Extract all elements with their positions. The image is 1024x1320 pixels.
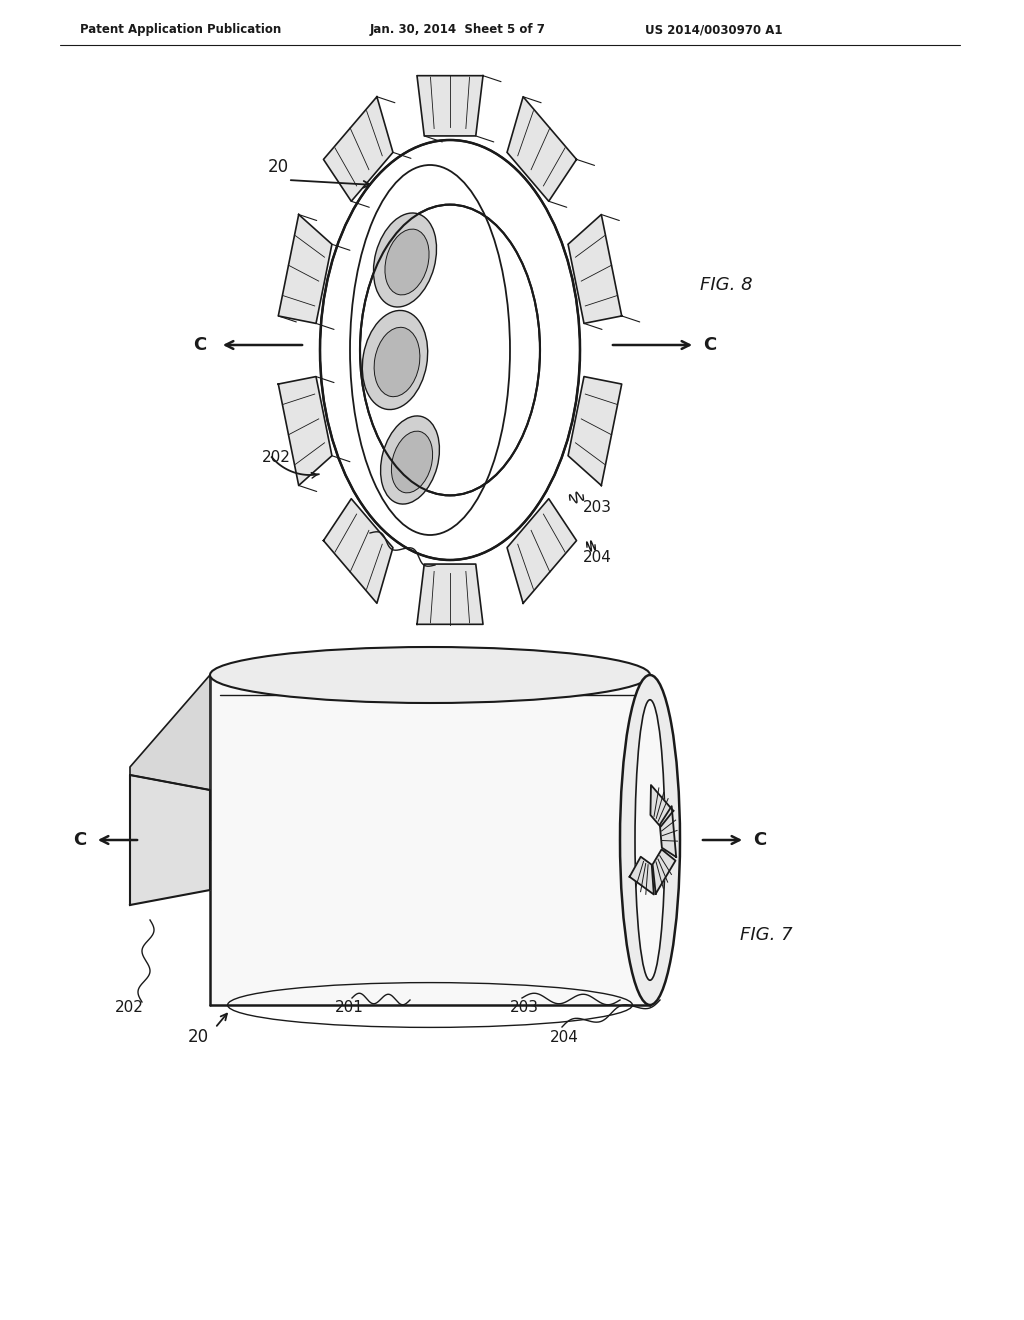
- Text: 202: 202: [115, 1001, 144, 1015]
- Ellipse shape: [374, 213, 436, 308]
- Text: FIG. 8: FIG. 8: [700, 276, 753, 294]
- Polygon shape: [417, 564, 483, 624]
- Ellipse shape: [385, 230, 429, 294]
- FancyBboxPatch shape: [210, 675, 650, 1005]
- Text: 20: 20: [268, 158, 289, 176]
- Polygon shape: [568, 215, 622, 323]
- Ellipse shape: [210, 647, 650, 704]
- Polygon shape: [630, 857, 654, 895]
- Text: 204: 204: [550, 1030, 579, 1045]
- Polygon shape: [324, 499, 393, 603]
- Polygon shape: [130, 675, 210, 789]
- Polygon shape: [568, 376, 622, 486]
- Ellipse shape: [362, 310, 428, 409]
- Polygon shape: [507, 499, 577, 603]
- Text: C: C: [74, 832, 87, 849]
- Ellipse shape: [360, 205, 540, 495]
- Ellipse shape: [620, 675, 680, 1005]
- Polygon shape: [659, 807, 676, 857]
- Text: FIG. 7: FIG. 7: [740, 927, 793, 944]
- Text: 20: 20: [188, 1028, 209, 1045]
- Text: C: C: [703, 337, 717, 354]
- Polygon shape: [324, 96, 393, 201]
- Ellipse shape: [635, 700, 665, 981]
- Text: 201: 201: [335, 1001, 364, 1015]
- Ellipse shape: [381, 416, 439, 504]
- Text: 203: 203: [583, 500, 612, 515]
- Ellipse shape: [319, 140, 580, 560]
- Text: US 2014/0030970 A1: US 2014/0030970 A1: [645, 24, 782, 37]
- Polygon shape: [650, 785, 674, 826]
- Text: 203: 203: [510, 1001, 539, 1015]
- Polygon shape: [507, 96, 577, 201]
- Polygon shape: [417, 75, 483, 136]
- Ellipse shape: [391, 432, 432, 492]
- Polygon shape: [279, 215, 332, 323]
- Text: Jan. 30, 2014  Sheet 5 of 7: Jan. 30, 2014 Sheet 5 of 7: [370, 24, 546, 37]
- Ellipse shape: [350, 165, 510, 535]
- Text: C: C: [194, 337, 207, 354]
- Ellipse shape: [374, 327, 420, 397]
- Text: 202: 202: [262, 450, 291, 465]
- Text: 201: 201: [348, 535, 377, 550]
- Text: 204: 204: [583, 550, 612, 565]
- Polygon shape: [130, 775, 210, 906]
- Text: C: C: [754, 832, 767, 849]
- Text: Patent Application Publication: Patent Application Publication: [80, 24, 282, 37]
- Polygon shape: [652, 849, 676, 894]
- Polygon shape: [279, 376, 332, 486]
